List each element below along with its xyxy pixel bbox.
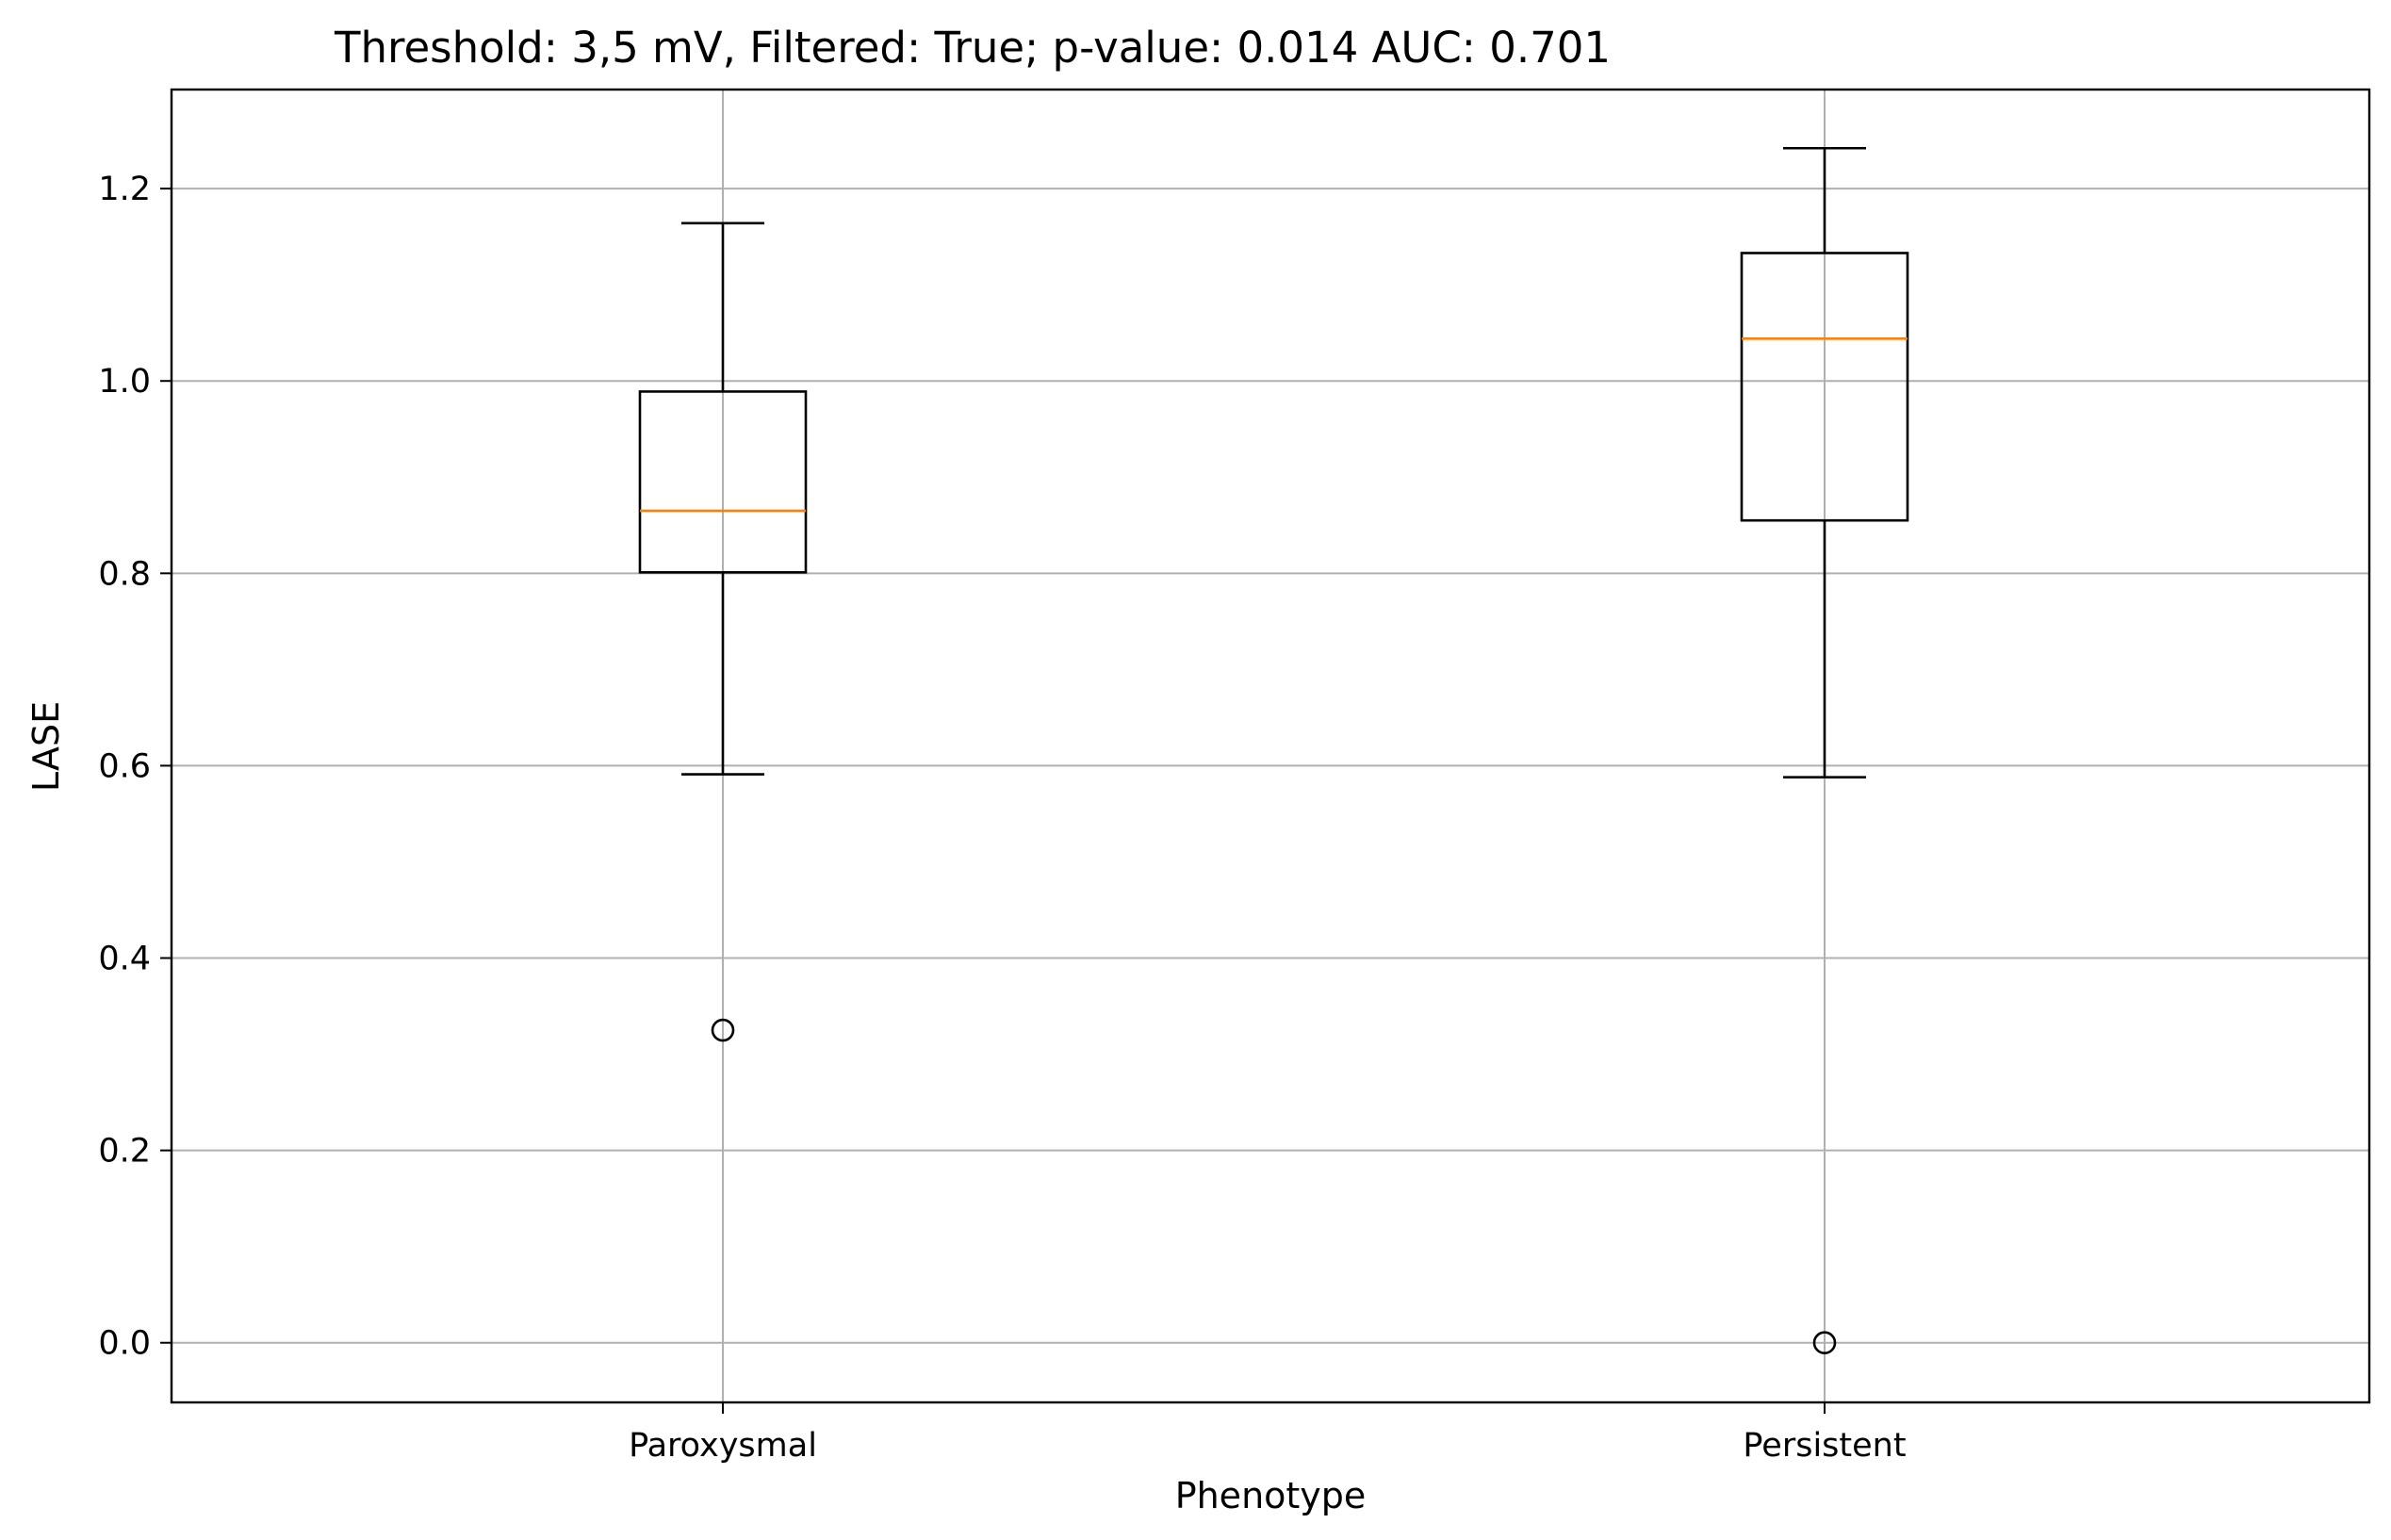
y-tick-label: 0.4 bbox=[98, 941, 151, 978]
y-tick-label: 1.0 bbox=[98, 363, 151, 401]
outlier-point bbox=[1812, 1331, 1837, 1355]
grid-lines bbox=[172, 90, 2369, 1402]
y-tick-label: 0.6 bbox=[98, 747, 151, 785]
y-tick-label: 0.2 bbox=[98, 1133, 151, 1171]
x-tick-label: Paroxysmal bbox=[629, 1427, 817, 1465]
iqr-box bbox=[1740, 252, 1909, 522]
x-tick-label: Persistent bbox=[1743, 1427, 1906, 1465]
y-tick-label: 0.0 bbox=[98, 1325, 151, 1363]
y-tick-label: 0.8 bbox=[98, 555, 151, 593]
iqr-box bbox=[638, 390, 808, 574]
x-axis-label: Phenotype bbox=[1175, 1475, 1367, 1516]
y-tick-label: 1.2 bbox=[98, 171, 151, 208]
chart-title: Threshold: 3,5 mV, Filtered: True; p-val… bbox=[334, 23, 1611, 73]
plot-frame bbox=[170, 88, 2371, 1404]
outlier-point bbox=[711, 1018, 735, 1042]
box-layer bbox=[638, 146, 1909, 1355]
y-axis-label: LASE bbox=[25, 701, 67, 792]
axis-ticks: 0.0 0.2 0.4 0.6 0.8 1.0 1.2 Paroxysmal Persisten… bbox=[98, 171, 1906, 1465]
